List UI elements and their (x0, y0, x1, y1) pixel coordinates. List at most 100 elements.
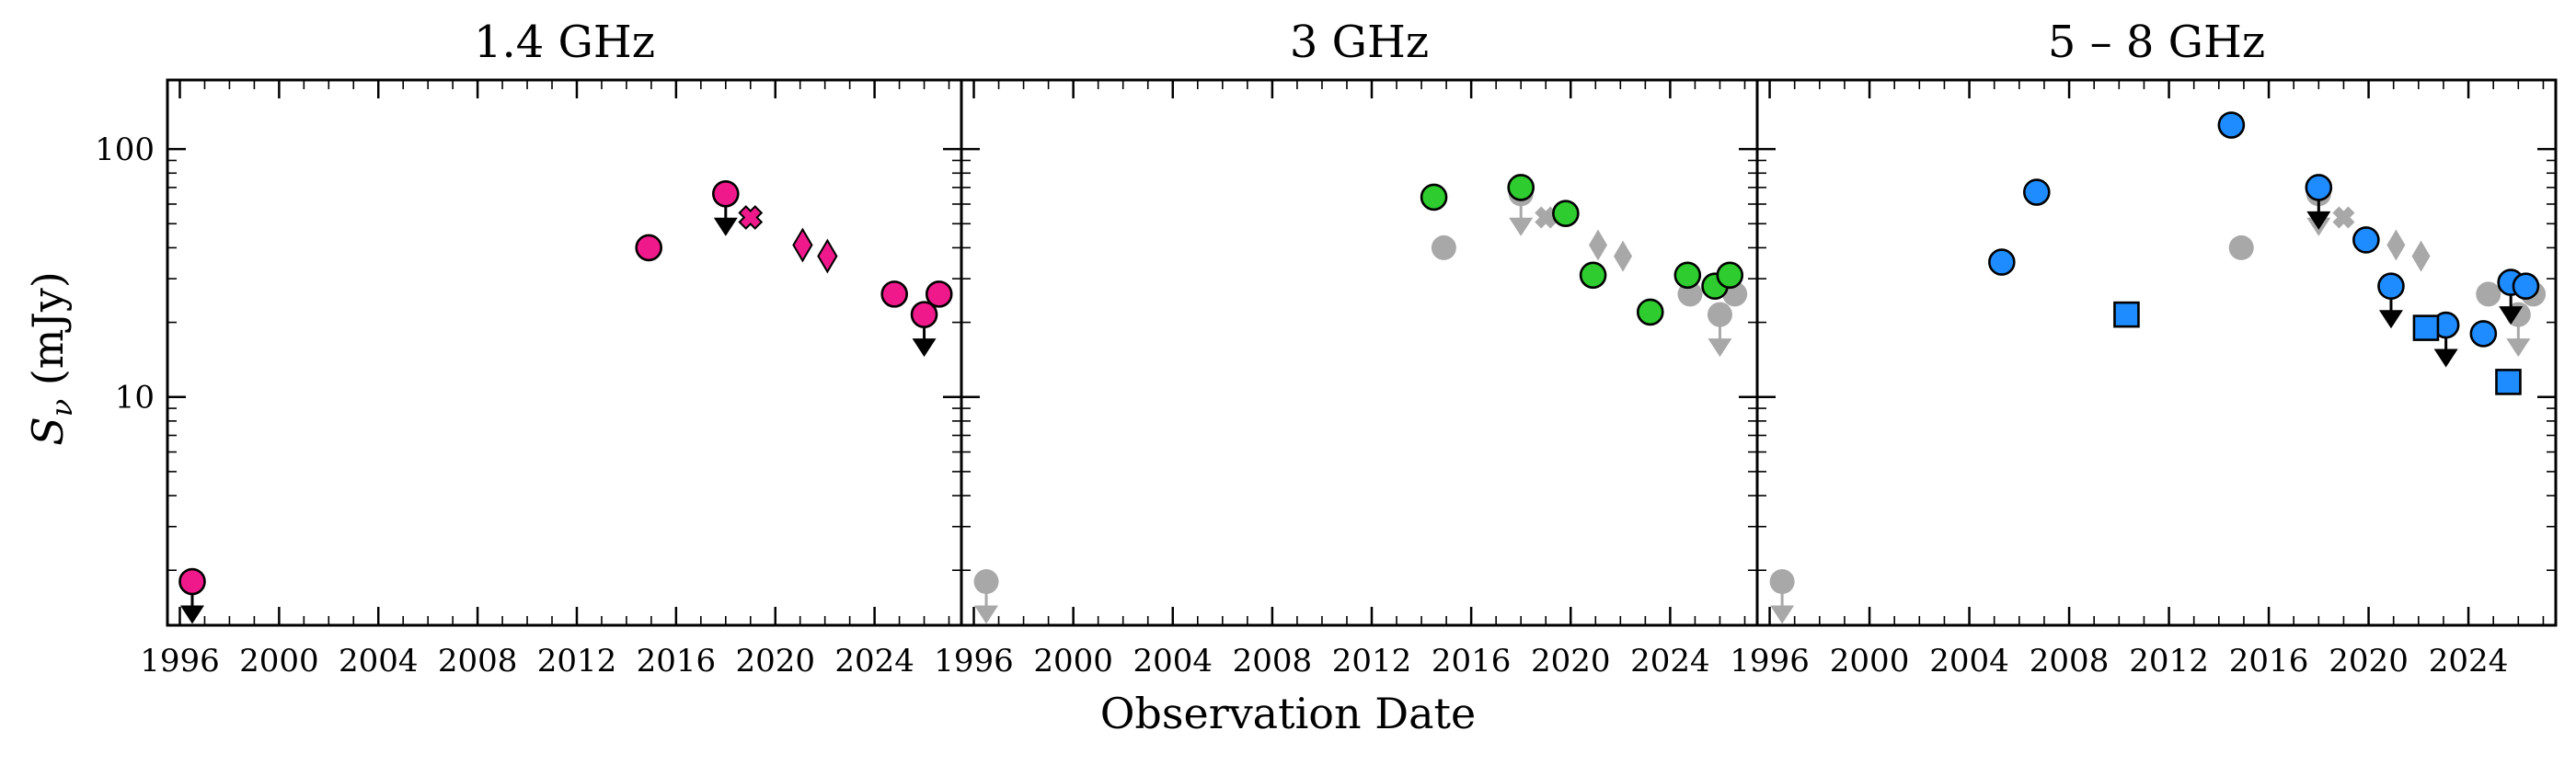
upper-limit-arrow (974, 605, 999, 624)
x-tick-label: 2020 (735, 643, 815, 679)
data-point-circle (1636, 298, 1664, 326)
upper-limit-arrow (1509, 217, 1534, 236)
data-point-square (2412, 314, 2440, 341)
panel-title: 3 GHz (1290, 17, 1429, 68)
upper-limit-arrow (2433, 348, 2458, 368)
series-upper-limit (179, 193, 937, 624)
data-point-circle (1420, 183, 1448, 211)
data-point-square (2113, 301, 2140, 328)
series-diamond (792, 227, 838, 274)
data-point-circle (2352, 226, 2380, 254)
x-axis-label: Observation Date (1100, 689, 1477, 738)
x-axis-ticks: 1996 2000 2004 2008 2012 2016 2020 2024 (934, 80, 1746, 679)
data-point-circle (973, 569, 999, 595)
x-tick-label: 2004 (339, 643, 419, 679)
x-tick-label: 2012 (537, 643, 617, 679)
panel-3: 5 – 8 GHz 1996 2000 2004 2008 2012 2016 2020 202… (1730, 17, 2558, 679)
data-point-x (1535, 206, 1558, 229)
panel-frame (166, 78, 963, 627)
series-square (2113, 301, 2522, 395)
x-tick-label: 2024 (2429, 643, 2509, 679)
y-tick-label: 100 (95, 131, 155, 168)
panel-title: 5 – 8 GHz (2048, 17, 2265, 68)
upper-limit-arrow (2506, 338, 2531, 358)
data-point-diamond (1614, 240, 1633, 272)
series-circle (1769, 181, 2547, 595)
upper-limit-arrow (2306, 211, 2331, 230)
panel-frame (1755, 78, 2558, 627)
x-tick-label: 2000 (1033, 643, 1113, 679)
data-point-circle (1579, 261, 1607, 290)
y-tick-label: 10 (115, 380, 155, 417)
data-point-circle (1716, 261, 1744, 290)
y-axis-ticks: 10 100 (95, 131, 961, 571)
y-axis-label-unit: (mJy) (23, 271, 73, 399)
data-point-circle (1988, 248, 2016, 276)
x-axis-ticks: 1996 2000 2004 2008 2012 2016 2020 2024 (1730, 80, 2545, 679)
data-point-circle (1707, 302, 1732, 327)
data-point-circle (178, 567, 206, 596)
panel-2: 3 GHz 1996 2000 2004 2008 2012 2016 2020 2024 (934, 17, 1759, 679)
data-point-x (738, 205, 764, 230)
data-point-diamond (2386, 229, 2406, 261)
x-tick-label: 2020 (1531, 643, 1611, 679)
upper-limit-arrow (1708, 338, 1732, 358)
x-tick-label: 2008 (2030, 643, 2110, 679)
data-point-circle (2305, 174, 2333, 201)
y-axis-label-subscript: ν (44, 399, 79, 417)
data-point-circle (1431, 234, 1456, 260)
x-tick-label: 1996 (934, 643, 1014, 679)
series-circle (178, 180, 953, 596)
upper-limit-arrow (713, 217, 738, 236)
data-point-circle (925, 280, 953, 308)
panel-title: 1.4 GHz (474, 17, 655, 68)
data-point-circle (910, 301, 938, 328)
upper-limit-arrow (2499, 306, 2524, 325)
data-point-circle (2469, 320, 2498, 348)
x-tick-label: 2000 (239, 643, 319, 679)
x-tick-label: 2012 (2129, 643, 2209, 679)
y-axis-ticks (961, 147, 1757, 571)
series-diamond (1589, 229, 1633, 272)
data-point-circle (1673, 261, 1702, 290)
series-x (738, 205, 764, 230)
data-point-circle (2217, 111, 2246, 139)
x-tick-label: 2004 (1929, 643, 2009, 679)
upper-limit-arrow (2378, 310, 2403, 329)
x-tick-label: 1996 (140, 643, 220, 679)
data-point-circle (2228, 234, 2254, 260)
upper-limit-arrow (912, 338, 937, 358)
data-point-diamond (817, 238, 838, 274)
data-point-circle (880, 280, 908, 308)
series-circle (973, 181, 1748, 595)
data-point-diamond (792, 227, 813, 263)
x-tick-label: 2016 (2229, 643, 2309, 679)
x-tick-label: 2008 (438, 643, 518, 679)
x-tick-label: 2000 (1830, 643, 1910, 679)
x-tick-label: 2024 (834, 643, 914, 679)
data-point-x (2332, 206, 2355, 229)
x-axis-ticks: 1996 2000 2004 2008 2012 2016 2020 2024 (140, 80, 950, 679)
x-tick-label: 2016 (1432, 643, 1512, 679)
data-point-diamond (2411, 240, 2431, 272)
upper-limit-arrow (179, 605, 204, 624)
series-circle (1420, 174, 1744, 326)
data-point-circle (1552, 200, 1580, 227)
x-tick-label: 2008 (1233, 643, 1313, 679)
x-tick-label: 2004 (1133, 643, 1213, 679)
series-x (2332, 206, 2355, 229)
data-point-circle (2512, 272, 2540, 300)
data-point-circle (1769, 569, 1795, 595)
y-axis-label-symbol: S (23, 417, 73, 446)
series-diamond (2386, 229, 2431, 272)
x-tick-label: 2024 (1630, 643, 1710, 679)
data-point-circle (2023, 178, 2051, 206)
data-point-circle (635, 234, 662, 262)
data-point-circle (711, 180, 740, 208)
data-point-diamond (1589, 229, 1607, 261)
data-point-circle (2377, 272, 2405, 300)
data-point-square (2495, 369, 2522, 395)
y-axis-ticks (1757, 147, 2556, 571)
